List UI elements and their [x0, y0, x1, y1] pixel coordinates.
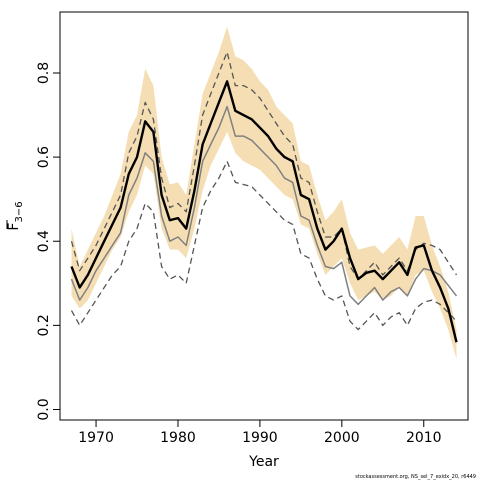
x-axis: 1970 1980 1990 2000 2010 — [78, 420, 442, 446]
y-axis-title-subscript: 3−6 — [14, 201, 25, 222]
x-tick-label: 1970 — [78, 430, 114, 446]
y-tick-label: 0.2 — [36, 314, 52, 336]
y-tick-label: 0.0 — [36, 398, 52, 420]
confidence-band-layer — [71, 26, 457, 359]
x-tick-label: 1980 — [160, 430, 196, 446]
y-tick-label: 0.8 — [36, 62, 52, 84]
plot-frame — [59, 11, 469, 421]
alt-estimate-line — [70, 105, 458, 306]
x-tick-label: 2010 — [406, 430, 442, 446]
footnote: stockassessment.org, NS_sel_7_exidx_20, … — [355, 474, 476, 480]
estimate-line — [70, 80, 458, 343]
y-tick-label: 0.4 — [36, 230, 52, 252]
y-tick-label: 0.6 — [36, 146, 52, 168]
x-tick-label: 1990 — [242, 430, 278, 446]
y-axis-title-main: F — [6, 223, 22, 231]
svg-text:F3−6: F3−6 — [6, 201, 25, 230]
series-lines-layer — [70, 51, 458, 343]
y-axis-title: F3−6 — [6, 201, 25, 230]
y-axis: 0.0 0.2 0.4 0.6 0.8 — [36, 62, 60, 421]
x-axis-title: Year — [248, 454, 279, 470]
alt-lower-dashed-line — [70, 160, 457, 331]
x-tick-label: 2000 — [324, 430, 360, 446]
alt-upper-dashed-line — [70, 51, 458, 280]
confidence-band — [71, 26, 457, 359]
